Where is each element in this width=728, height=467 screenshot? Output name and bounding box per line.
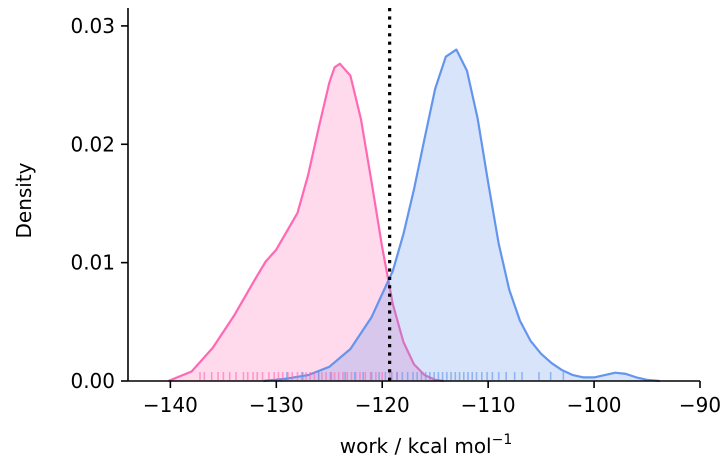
- axes: [127, 8, 700, 382]
- x-tick-label: −140: [143, 393, 198, 417]
- y-axis-label: Density: [12, 162, 36, 238]
- y-ticks: 0.00 0.01 0.02 0.03: [70, 14, 128, 393]
- x-axis-label-superscript: −1: [492, 432, 513, 448]
- y-tick-label: 0.02: [70, 132, 115, 156]
- rug-marks: [199, 372, 565, 380]
- series-1-area: [168, 63, 444, 382]
- y-tick-label: 0.03: [70, 14, 115, 38]
- x-tick-label: −130: [249, 393, 304, 417]
- series-2-line: [263, 48, 660, 383]
- plot-area: [167, 48, 660, 383]
- x-tick-label: −120: [355, 393, 410, 417]
- series-2-area: [263, 49, 660, 381]
- x-axis-label: work / kcal mol−1: [340, 432, 513, 458]
- x-tick-label: −100: [567, 393, 622, 417]
- x-tick-label: −110: [461, 393, 516, 417]
- y-tick-label: 0.01: [70, 251, 115, 275]
- x-axis-label-text: work / kcal mol: [340, 434, 492, 458]
- x-ticks: −140 −130 −120 −110 −100 −90: [143, 381, 721, 417]
- x-tick-label: −90: [679, 393, 721, 417]
- series-1-line: [167, 62, 444, 383]
- y-tick-label: 0.00: [70, 369, 115, 393]
